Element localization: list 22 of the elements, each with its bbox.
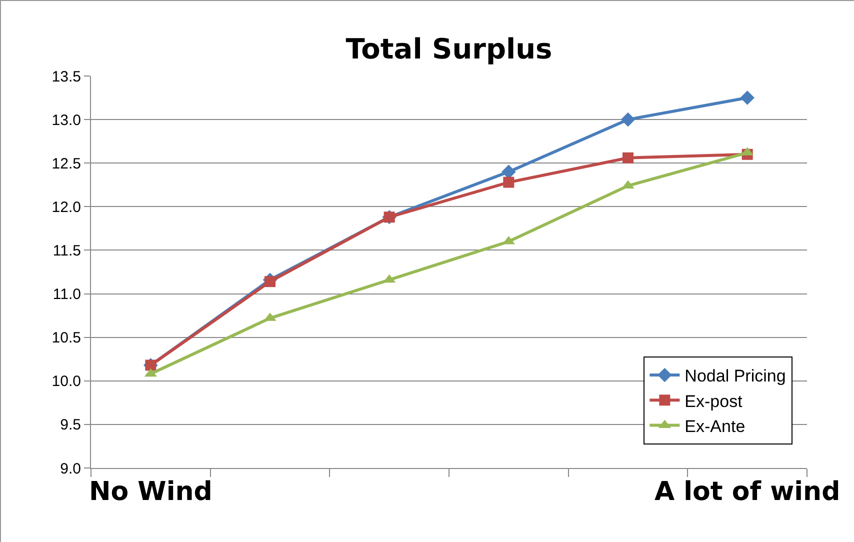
y-tick-label: 9.0 [60, 460, 81, 478]
point [503, 176, 514, 188]
y-tick-label: 11.0 [52, 286, 81, 304]
legend-label: Nodal Pricing [684, 366, 786, 386]
point [622, 152, 634, 164]
y-tick-label: 10.0 [52, 373, 81, 390]
y-tick-label: 13.0 [52, 112, 81, 129]
y-tick-label: 13.5 [52, 68, 81, 86]
legend-label: Ex-post [684, 392, 743, 411]
point [264, 276, 276, 288]
chart-title: Total Surplus [346, 32, 552, 66]
y-tick-label: 11.5 [52, 242, 81, 260]
x-tick-label: A lot of wind [654, 477, 840, 508]
x-tick-label: No Wind [88, 477, 212, 508]
y-tick-label: 12.0 [52, 198, 81, 216]
point [740, 90, 754, 105]
point [620, 112, 636, 127]
y-tick-label: 9.5 [60, 416, 81, 434]
legend-label: Ex-Ante [684, 416, 746, 436]
point [502, 164, 516, 179]
y-tick-label: 10.5 [52, 330, 81, 347]
y-tick-label: 12.5 [52, 155, 81, 172]
